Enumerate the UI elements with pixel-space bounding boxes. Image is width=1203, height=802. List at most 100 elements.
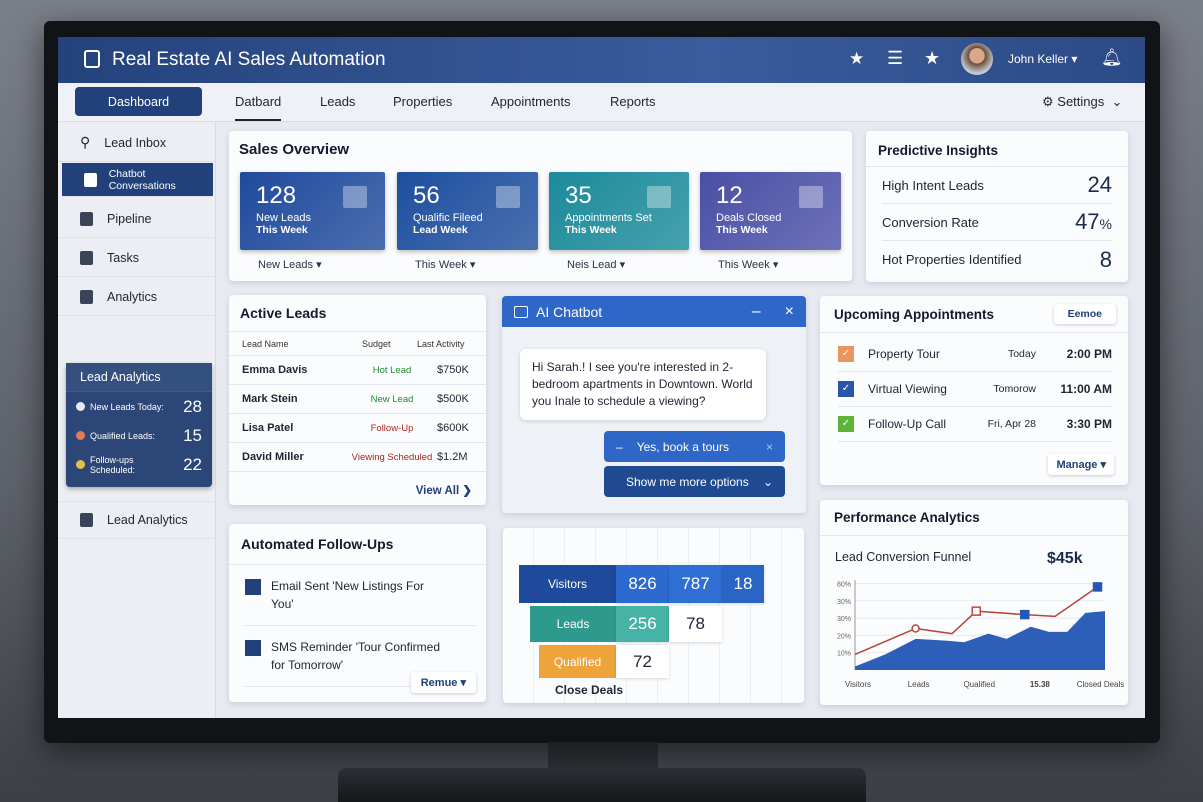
checkbox-icon[interactable]: ✓ <box>838 416 854 432</box>
appointment-row[interactable]: ✓ Follow-Up Call Fri, Apr 28 3:30 PM <box>838 407 1112 442</box>
status-dot-icon <box>76 402 85 411</box>
table-row[interactable]: David Miller Viewing Scheduled $1.2M <box>229 443 486 472</box>
user-name: John Keller <box>1008 52 1069 66</box>
predictive-insights-card: Predictive Insights High Intent Leads 24 C… <box>866 131 1128 282</box>
metric-tile[interactable]: 56 Qualific Fileed Lead Week <box>397 172 538 250</box>
tile-label: Deals Closed <box>716 212 782 224</box>
ai-chatbot-panel: AI Chatbot – × Hi Sarah.! I see you're i… <box>502 296 806 513</box>
table-row[interactable]: Emma Davis Hot Lead $750K <box>229 356 486 385</box>
lead-value: $750K <box>437 364 469 376</box>
manage-button[interactable]: Manage ▾ <box>1048 454 1114 475</box>
tile-period: Lead Week <box>413 224 468 236</box>
tab-reports[interactable]: Reports <box>610 94 656 109</box>
bell-icon[interactable]: 🔔︎ <box>1101 48 1123 67</box>
menu-icon[interactable]: ☰ <box>887 48 904 68</box>
appointment-time: 2:00 PM <box>1066 347 1112 361</box>
status-badge: Follow-Up <box>370 422 414 434</box>
monitor-stand <box>548 742 658 772</box>
sidebar-item-analytics[interactable]: Analytics <box>58 278 216 316</box>
tab-dashboard[interactable]: Datbard <box>235 94 282 121</box>
table-row[interactable]: Mark Stein New Lead $500K <box>229 385 486 414</box>
view-all-label: View All <box>415 485 460 497</box>
sidebar-item-label: Tasks <box>107 250 139 265</box>
sidebar-item-lead-inbox[interactable]: ⚲ Lead Inbox <box>58 124 216 162</box>
lead-name: Emma Davis <box>242 364 308 376</box>
tab-appointments[interactable]: Appointments <box>491 94 571 109</box>
metric-tile[interactable]: 12 Deals Closed This Week <box>700 172 841 250</box>
quick-reply-yes[interactable]: – Yes, book a tours × <box>604 431 785 462</box>
gear-icon: ⚙ <box>1042 94 1054 109</box>
building-icon <box>496 186 520 208</box>
dashboard-label: Dashboard <box>107 94 170 109</box>
checkbox-icon[interactable]: ✓ <box>838 381 854 397</box>
y-tick-label: 10% <box>837 651 851 658</box>
sidebar-item-pipeline[interactable]: Pipeline <box>58 200 216 238</box>
metric-tile[interactable]: 128 New Leads This Week <box>240 172 385 250</box>
app-header: Real Estate AI Sales Automation ★ ☰ ★ Jo… <box>58 37 1145 83</box>
data-point[interactable] <box>911 624 920 633</box>
tile-filter[interactable]: New Leads ▾ <box>258 259 322 271</box>
tile-filter[interactable]: This Week ▾ <box>415 259 476 271</box>
followups-action-button[interactable]: Remue ▾ <box>410 672 476 693</box>
data-point[interactable] <box>971 606 981 616</box>
status-badge: New Lead <box>370 393 414 405</box>
insight-number: 24 <box>1087 172 1112 197</box>
card-title: Performance Analytics <box>820 500 1128 536</box>
card-title: Predictive Insights <box>866 131 1128 167</box>
star-icon[interactable]: ★ <box>849 49 865 68</box>
data-point[interactable] <box>1092 582 1103 592</box>
followup-label: Email Sent 'New Listings For You' <box>271 579 425 611</box>
appointment-row[interactable]: ✓ Property Tour Today 2:00 PM <box>838 337 1112 372</box>
tile-filter[interactable]: This Week ▾ <box>718 259 779 271</box>
metric-tile[interactable]: 35 Appointments Set This Week <box>549 172 689 250</box>
appointment-row[interactable]: ✓ Virtual Viewing Tomorow 11:00 AM <box>838 372 1112 407</box>
star-icon[interactable]: ★ <box>924 48 941 68</box>
card-title: Automated Follow-Ups <box>229 524 486 565</box>
column-header: Lead Name <box>242 338 289 349</box>
appointments-action-button[interactable]: Eemoe <box>1053 304 1116 324</box>
close-icon[interactable]: × <box>784 302 794 320</box>
minimize-icon[interactable]: – <box>751 302 761 320</box>
appointment-day: Fri, Apr 28 <box>987 418 1036 430</box>
quick-reply-more[interactable]: Show me more options ⌄ <box>604 466 785 497</box>
insight-label: High Intent Leads <box>882 177 984 193</box>
chat-icon <box>80 513 93 527</box>
insight-row: High Intent Leads 24 <box>882 167 1112 204</box>
data-point[interactable] <box>1020 609 1030 620</box>
tile-filter-label: New Leads <box>258 259 314 271</box>
sidebar-item-lead-analytics[interactable]: Lead Analytics <box>58 501 216 539</box>
x-tick-label: Closed Deals <box>1077 680 1125 689</box>
tile-value: 12 <box>716 182 743 209</box>
building-icon <box>799 186 823 208</box>
tab-leads[interactable]: Leads <box>320 94 356 109</box>
checkbox-icon[interactable]: ✓ <box>838 346 854 362</box>
analytics-icon <box>80 289 93 304</box>
tile-filter[interactable]: Neis Lead ▾ <box>567 259 626 271</box>
settings-menu[interactable]: ⚙ Settings ⌄ <box>1042 94 1123 109</box>
user-menu[interactable]: John Keller ▾ <box>1008 52 1078 66</box>
lead-value: $1.2M <box>437 451 468 463</box>
insight-label: Hot Properties Identified <box>882 252 1022 267</box>
quick-reply-label: Yes, book a tours <box>636 439 729 454</box>
tile-label: Qualific Fileed <box>413 212 483 224</box>
appointment-label: Virtual Viewing <box>868 382 947 396</box>
funnel-value: 18 <box>722 565 764 603</box>
status-badge: Hot Lead <box>372 364 412 376</box>
tab-properties[interactable]: Properties <box>393 94 453 109</box>
chatbot-header: AI Chatbot – × <box>502 296 806 327</box>
settings-label: Settings <box>1057 94 1105 109</box>
metric-label: Follow-ups Scheduled: <box>90 454 136 475</box>
avatar[interactable] <box>961 43 993 75</box>
sidebar-item-chatbot-conversations[interactable]: Chatbot Conversations <box>62 163 213 197</box>
insight-label: Conversion Rate <box>882 214 979 230</box>
card-title: Upcoming Appointments <box>834 306 994 322</box>
automated-followups-card: Automated Follow-Ups Email Sent 'New Lis… <box>229 524 486 702</box>
view-all-link[interactable]: View All ❯ <box>415 485 472 497</box>
sidebar-item-tasks[interactable]: Tasks <box>58 239 216 277</box>
card-title: Sales Overview <box>239 141 350 158</box>
lead-analytics-title: Lead Analytics <box>66 363 212 392</box>
table-row[interactable]: Lisa Patel Follow-Up $600K <box>229 414 486 443</box>
followup-item[interactable]: SMS Reminder 'Tour Confirmed for Tomorro… <box>245 626 476 687</box>
dashboard-button[interactable]: Dashboard <box>75 87 202 116</box>
followup-item[interactable]: Email Sent 'New Listings For You' <box>245 565 476 626</box>
